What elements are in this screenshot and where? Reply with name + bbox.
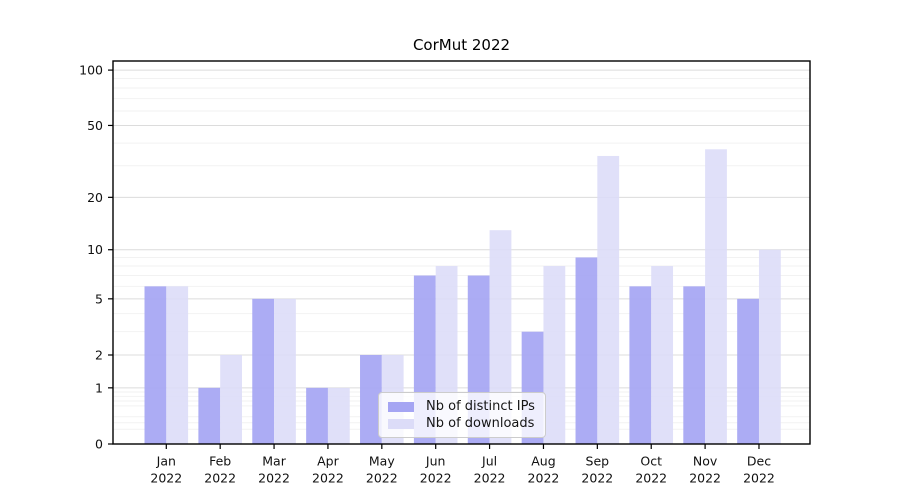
x-tick-label-year: 2022 [743,471,775,486]
x-tick-label-year: 2022 [474,471,506,486]
y-tick-label: 0 [95,437,103,452]
y-tick-label: 1 [95,380,103,395]
bar-ips-nov [683,286,706,444]
y-tick-label: 5 [95,291,103,306]
bar-downloads-feb [220,354,242,444]
legend-label-downloads: Nb of downloads [426,416,535,431]
legend-item-distinct-ips: Nb of distinct IPs [388,398,537,415]
bar-downloads-sep [597,155,620,444]
x-tick-label-month: Oct [640,454,662,469]
x-tick-label-year: 2022 [204,471,236,486]
x-tick-label-month: Jan [156,454,176,469]
bar-ips-sep [575,257,598,444]
bar-downloads-mar [274,298,296,444]
y-tick-label: 2 [95,347,103,362]
x-tick-label-month: Jun [425,454,446,469]
x-tick-label-month: Mar [262,454,286,469]
y-tick-label: 10 [87,242,103,257]
bar-ips-oct [629,286,652,444]
bar-downloads-jul [489,230,512,444]
x-tick-label-year: 2022 [528,471,560,486]
bar-downloads-oct [651,265,674,444]
x-tick-label-year: 2022 [689,471,721,486]
x-tick-label-year: 2022 [581,471,613,486]
plot-frame [112,60,811,445]
x-tick-label-month: Dec [747,454,771,469]
bar-downloads-nov [705,149,727,445]
x-tick-label-year: 2022 [366,471,398,486]
bar-downloads-jan [166,286,189,444]
x-tick-label-month: Aug [531,454,555,469]
x-tick-label-month: Apr [317,454,339,469]
x-tick-label-year: 2022 [635,471,667,486]
bar-ips-mar [252,298,275,444]
legend-swatch-downloads [388,418,414,429]
bar-ips-apr [306,387,328,444]
legend-item-downloads: Nb of downloads [388,415,537,432]
legend: Nb of distinct IPs Nb of downloads [378,392,546,438]
bar-downloads-dec [758,249,781,444]
x-tick-label-year: 2022 [258,471,290,486]
x-tick-label-month: Jul [481,454,497,469]
x-tick-label-month: Sep [586,454,610,469]
bar-downloads-apr [327,387,350,444]
bar-ips-may [360,354,382,444]
y-tick-label: 50 [87,118,103,133]
bar-ips-feb [198,387,221,444]
bar-ips-dec [737,298,759,444]
x-tick-label-month: Feb [209,454,231,469]
legend-label-distinct-ips: Nb of distinct IPs [426,399,535,414]
x-tick-label-month: May [369,454,395,469]
y-tick-label: 20 [87,190,103,205]
chart-title: CorMut 2022 [412,36,511,54]
x-tick-label-year: 2022 [420,471,452,486]
legend-swatch-distinct-ips [388,401,414,412]
x-tick-label-month: Nov [693,454,718,469]
bar-downloads-aug [543,265,566,444]
bar-ips-jan [144,286,167,444]
x-tick-label-year: 2022 [312,471,344,486]
y-tick-label: 100 [79,63,103,78]
x-tick-label-year: 2022 [150,471,182,486]
